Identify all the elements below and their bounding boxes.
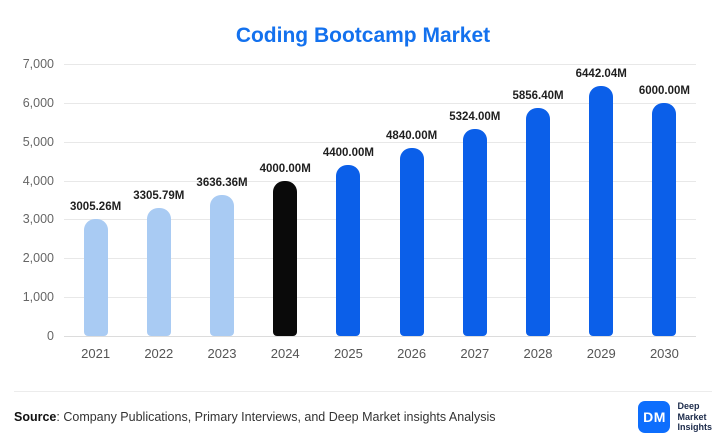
y-tick-label: 5,000 (22, 134, 54, 149)
gridline (64, 258, 696, 260)
y-tick-label: 6,000 (22, 95, 54, 110)
bar-2023 (210, 194, 234, 336)
y-tick-label: 0 (47, 329, 54, 343)
gridline (64, 336, 696, 337)
bar-2026 (399, 147, 424, 336)
bar-2021 (83, 219, 108, 336)
logo-name: Deep Market Insights (677, 401, 712, 432)
gridline (64, 297, 696, 299)
y-tick-label: 3,000 (22, 212, 54, 227)
bar-column-2029: 6442.04M 2029 (570, 64, 633, 361)
bar-value-label: 5856.40M (512, 90, 564, 103)
bar-value-label: 6000.00M (638, 84, 690, 97)
bars-container: 3005.26M 2021 3305.79M 2022 3636.36M 2023 4000… (64, 64, 696, 361)
brand-logo: DM Deep Market Insights (638, 401, 712, 433)
bar-2022 (146, 207, 171, 336)
bar-2028 (526, 108, 551, 336)
x-axis-label: 2028 (523, 346, 553, 361)
x-axis-label: 2029 (586, 346, 616, 361)
bar-value-label: 3636.36M (196, 176, 248, 189)
plot-area: 3005.26M 2021 3305.79M 2022 3636.36M 2023 4000… (64, 64, 696, 361)
y-tick-label: 2,000 (22, 251, 54, 266)
bar-value-label: 4400.00M (322, 147, 374, 160)
bar-2029 (589, 85, 614, 336)
y-tick-label: 7,000 (22, 57, 54, 71)
x-axis-label: 2026 (397, 346, 427, 361)
x-axis-label: 2021 (81, 346, 111, 361)
bar-value-label: 4840.00M (386, 129, 438, 142)
y-axis: 7,000 6,000 5,000 4,000 3,000 2,000 1,000 0 (16, 57, 64, 343)
bar-column-2021: 3005.26M 2021 (64, 64, 127, 361)
x-axis-label: 2030 (649, 346, 679, 361)
bar-column-2022: 3305.79M 2022 (127, 64, 190, 361)
bar-2025 (336, 165, 361, 336)
gridline (64, 102, 696, 104)
chart-area: 7,000 6,000 5,000 4,000 3,000 2,000 1,000 0 300… (0, 57, 726, 361)
bar-column-2027: 5324.00M 2027 (443, 64, 506, 361)
bar-column-2024: 4000.00M 2024 (254, 64, 317, 361)
bar-value-label: 3005.26M (70, 201, 122, 214)
logo-mark-icon: DM (638, 401, 671, 433)
gridline (64, 219, 696, 221)
gridline (64, 180, 696, 182)
x-axis-label: 2022 (144, 346, 174, 361)
bar-column-2023: 3636.36M 2023 (190, 64, 253, 361)
bar-2030 (652, 102, 677, 336)
logo-name-line: Deep (677, 401, 700, 412)
bar-value-label: 3305.79M (133, 189, 185, 202)
bar-column-2028: 5856.40M 2028 (506, 64, 569, 361)
source-line: Source: Company Publications, Primary In… (14, 410, 495, 424)
gridline (64, 141, 696, 143)
bar-value-label: 5324.00M (449, 111, 501, 124)
bar-value-label: 6442.04M (575, 67, 627, 80)
gridline (64, 64, 696, 65)
y-tick-label: 1,000 (22, 290, 54, 305)
x-axis-label: 2025 (333, 346, 363, 361)
bar-column-2026: 4840.00M 2026 (380, 64, 443, 361)
bar-2024 (273, 180, 298, 336)
bar-column-2025: 4400.00M 2025 (317, 64, 380, 361)
bar-column-2030: 6000.00M 2030 (633, 64, 696, 361)
x-axis-label: 2024 (270, 346, 300, 361)
logo-name-line: Market (677, 411, 707, 422)
source-label: Source (14, 410, 57, 424)
footer: Source: Company Publications, Primary In… (14, 391, 712, 433)
source-text: : Company Publications, Primary Intervie… (56, 410, 496, 424)
bar-value-label: 4000.00M (259, 162, 311, 175)
x-axis-label: 2027 (460, 346, 490, 361)
chart-title: Coding Bootcamp Market (235, 24, 491, 47)
x-axis-label: 2023 (207, 346, 237, 361)
bar-2027 (462, 129, 487, 336)
y-tick-label: 4,000 (22, 173, 54, 188)
logo-name-line: Insights (677, 422, 712, 433)
